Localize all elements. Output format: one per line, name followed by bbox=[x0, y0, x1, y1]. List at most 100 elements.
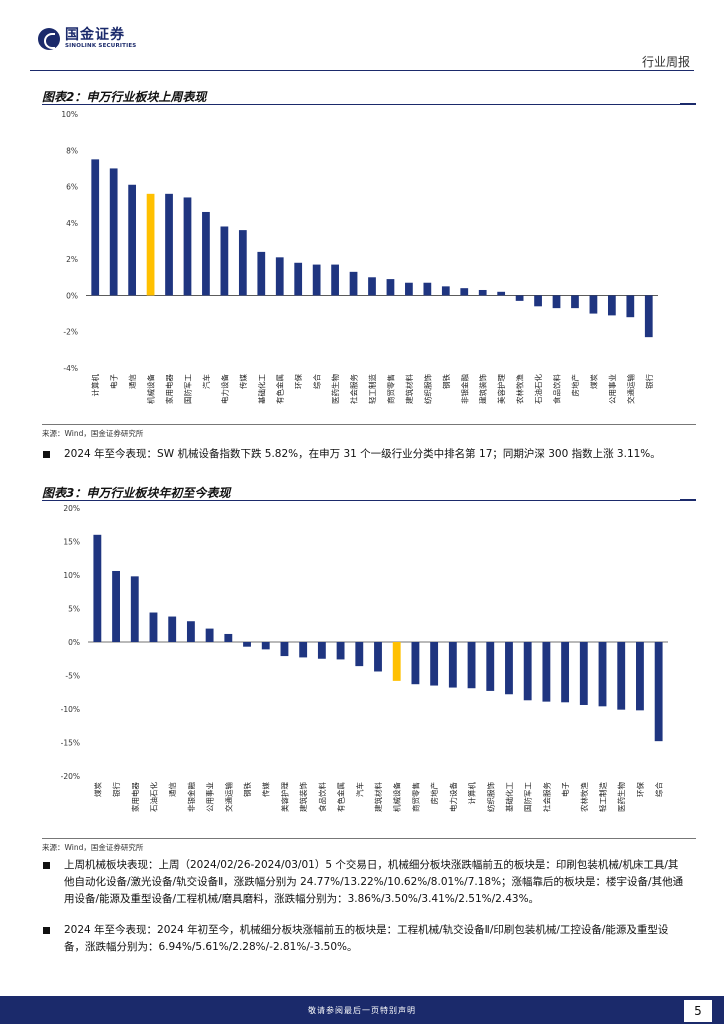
x-tick-label: 食品饮料 bbox=[317, 782, 327, 812]
y-tick-label: -20% bbox=[61, 772, 80, 781]
x-tick-label: 社会服务 bbox=[349, 374, 359, 404]
x-tick-label: 有色金属 bbox=[336, 782, 346, 812]
bar-电子 bbox=[109, 168, 118, 296]
figure3-source: 来源：Wind，国金证券研究所 bbox=[42, 843, 144, 852]
bar-纺织服饰 bbox=[423, 282, 432, 296]
bar-传媒 bbox=[238, 230, 247, 296]
bar-建筑材料 bbox=[405, 282, 413, 296]
figure3-title-rule bbox=[42, 499, 696, 501]
paragraph-ytd-performance: 2024 年至今表现：SW 机械设备指数下跌 5.82%，在申万 31 个一级行… bbox=[64, 448, 661, 460]
y-tick-label: 5% bbox=[68, 605, 80, 614]
bar-国防军工 bbox=[183, 197, 192, 296]
sinolink-logo-icon bbox=[38, 28, 60, 50]
bar-交通运输 bbox=[224, 633, 233, 642]
figure2-chart: -4% -2% 0% 2% 4% 6% 8% 10% 计算机 电子 通信 机械设备 家用电器 国防军工 汽车… bbox=[61, 110, 658, 404]
y-tick-label: 0% bbox=[68, 638, 80, 647]
bar-农林牧渔 bbox=[515, 295, 524, 301]
y-tick-label: 8% bbox=[66, 146, 78, 155]
bar-建筑材料 bbox=[374, 642, 382, 672]
x-tick-label: 环保 bbox=[294, 374, 303, 389]
bar-机械设备 bbox=[392, 642, 401, 681]
bar-环保 bbox=[636, 642, 644, 711]
bar-综合 bbox=[654, 642, 663, 742]
bar-机械设备 bbox=[146, 193, 155, 296]
bar-计算机 bbox=[91, 159, 100, 296]
bar-交通运输 bbox=[626, 295, 635, 318]
x-tick-label: 房地产 bbox=[570, 374, 580, 397]
bar-石油石化 bbox=[534, 295, 542, 307]
bar-基础化工 bbox=[505, 642, 513, 695]
bar-石油石化 bbox=[149, 612, 158, 642]
x-tick-label: 商贸零售 bbox=[385, 374, 395, 404]
bar-纺织服饰 bbox=[486, 642, 495, 691]
x-tick-label: 传媒 bbox=[261, 782, 271, 797]
x-tick-label: 轻工制造 bbox=[598, 782, 608, 812]
bar-食品饮料 bbox=[552, 295, 561, 309]
x-tick-label: 有色金属 bbox=[275, 374, 285, 404]
x-tick-label: 计算机 bbox=[467, 782, 477, 805]
footer-disclaimer: 敬请参阅最后一页特别声明 bbox=[308, 1006, 416, 1015]
x-tick-label: 医药生物 bbox=[330, 374, 340, 404]
x-tick-label: 公用事业 bbox=[205, 782, 215, 812]
page-number: 5 bbox=[684, 1000, 712, 1022]
bar-银行 bbox=[644, 295, 653, 338]
bar-非银金融 bbox=[460, 288, 469, 296]
x-tick-label: 纺织服饰 bbox=[422, 374, 432, 404]
x-tick-label: 医药生物 bbox=[616, 782, 626, 812]
company-name-cn: 国金证券 bbox=[65, 27, 125, 44]
bar-建筑装饰 bbox=[299, 642, 308, 658]
x-tick-label: 农林牧渔 bbox=[515, 374, 525, 404]
bar-汽车 bbox=[202, 211, 210, 296]
x-tick-label: 电子 bbox=[560, 782, 570, 797]
bar-家用电器 bbox=[130, 576, 139, 642]
bullet-marker bbox=[43, 927, 50, 934]
x-tick-label: 环保 bbox=[636, 782, 645, 797]
bar-通信 bbox=[128, 184, 137, 296]
figure2-source: 来源：Wind，国金证券研究所 bbox=[42, 429, 144, 438]
x-tick-label: 通信 bbox=[127, 374, 137, 389]
x-tick-label: 机械设备 bbox=[146, 374, 156, 404]
bar-建筑装饰 bbox=[478, 289, 487, 296]
bar-美容护理 bbox=[497, 291, 506, 296]
x-tick-label: 美容护理 bbox=[279, 782, 289, 812]
x-tick-label: 公用事业 bbox=[607, 374, 617, 404]
bar-房地产 bbox=[430, 642, 439, 686]
bar-农林牧渔 bbox=[579, 642, 588, 705]
figure2-bottom-rule bbox=[42, 424, 696, 425]
y-tick-label: -2% bbox=[63, 328, 78, 337]
bar-美容护理 bbox=[280, 642, 289, 657]
bar-电子 bbox=[561, 642, 570, 703]
bar-食品饮料 bbox=[317, 642, 326, 659]
company-logo: 国金证券 SINOLINK SECURITIES bbox=[38, 28, 136, 50]
figure2-title-rule bbox=[42, 103, 696, 105]
footer-bar bbox=[0, 996, 724, 1024]
header-divider bbox=[30, 70, 694, 71]
x-tick-label: 家用电器 bbox=[164, 374, 174, 404]
report-type: 行业周报 bbox=[641, 55, 690, 69]
bullet-marker bbox=[43, 862, 50, 869]
y-tick-label: -5% bbox=[65, 672, 80, 681]
y-tick-label: 2% bbox=[66, 255, 78, 264]
bar-银行 bbox=[112, 570, 120, 642]
x-tick-label: 钢铁 bbox=[441, 374, 451, 389]
x-tick-label: 非银金融 bbox=[186, 782, 196, 812]
x-tick-label: 农林牧渔 bbox=[579, 782, 589, 812]
bar-电力设备 bbox=[448, 642, 457, 688]
x-tick-label: 通信 bbox=[167, 782, 177, 797]
x-tick-label: 国防军工 bbox=[523, 782, 533, 812]
x-tick-label: 非银金融 bbox=[459, 374, 469, 404]
y-tick-label: 4% bbox=[66, 219, 78, 228]
y-tick-label: 10% bbox=[63, 571, 80, 580]
bar-轻工制造 bbox=[598, 642, 607, 707]
y-tick-label: 15% bbox=[63, 538, 80, 547]
x-tick-label: 建筑装饰 bbox=[478, 374, 488, 404]
bar-综合 bbox=[312, 264, 321, 296]
x-tick-label: 电力设备 bbox=[448, 782, 458, 812]
x-tick-label: 综合 bbox=[312, 374, 322, 389]
x-tick-label: 计算机 bbox=[90, 374, 100, 397]
figure3-title: 图表3：申万行业板块年初至今表现 bbox=[42, 486, 231, 500]
bar-有色金属 bbox=[275, 257, 284, 296]
y-tick-label: -15% bbox=[61, 739, 80, 748]
bar-轻工制造 bbox=[368, 277, 376, 296]
x-tick-label: 电子 bbox=[109, 374, 119, 389]
